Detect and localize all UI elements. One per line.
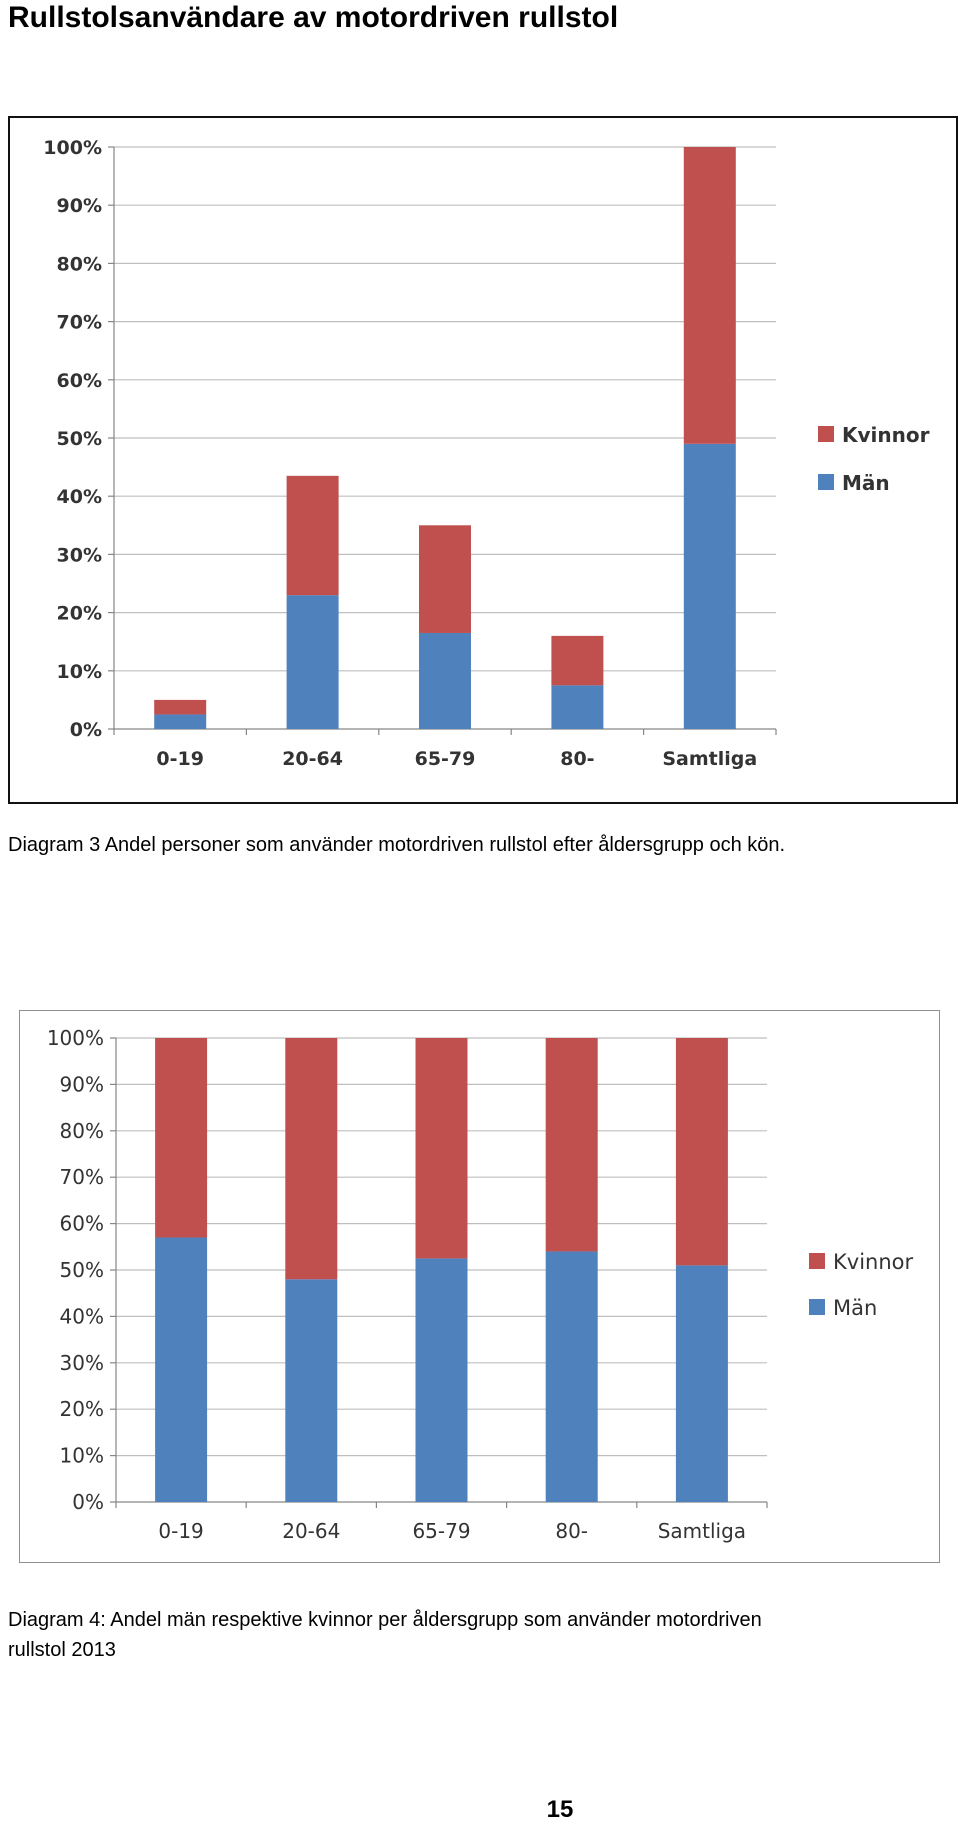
page-number: 15: [546, 1796, 574, 1823]
y-tick-label: 90%: [60, 1072, 104, 1096]
x-category-label: 20-64: [282, 748, 343, 770]
legend-swatch: [818, 474, 834, 490]
legend-swatch: [809, 1299, 825, 1315]
bar-women-80-c2: [545, 1038, 598, 1252]
bar-man-019-c2: [155, 1237, 208, 1502]
bar-man-2064-c2: [285, 1279, 338, 1502]
bar-women-019-c1: [154, 699, 207, 715]
y-tick-label: 10%: [57, 661, 102, 683]
bar-women-Samtliga-c1: [683, 147, 736, 444]
bar-man-80-c1: [551, 685, 604, 729]
bar-women-6579-c1: [419, 525, 471, 633]
y-tick-label: 50%: [57, 428, 102, 450]
x-category-label: 65-79: [412, 1519, 470, 1543]
x-category-label: 65-79: [415, 748, 476, 770]
x-category-label: Samtliga: [662, 748, 757, 770]
y-tick-label: 20%: [57, 603, 102, 625]
chart-2-caption: Diagram 4: Andel män respektive kvinnor …: [8, 1609, 762, 1661]
y-tick-label: 40%: [57, 486, 102, 508]
y-tick-label: 0%: [70, 719, 102, 741]
bar-man-6579-c2: [415, 1258, 468, 1502]
y-tick-label: 60%: [60, 1212, 104, 1236]
y-tick-label: 60%: [57, 370, 102, 392]
bar-man-6579-c1: [419, 632, 471, 729]
bar-women-019-c2: [155, 1038, 208, 1238]
y-tick-label: 30%: [57, 544, 102, 566]
bar-women-6579-c2: [415, 1038, 468, 1259]
legend-swatch: [809, 1253, 825, 1269]
y-tick-label: 40%: [60, 1304, 104, 1328]
y-tick-label: 90%: [57, 195, 102, 217]
x-category-label: 80-: [560, 748, 594, 770]
legend-label: Män: [842, 471, 890, 495]
y-tick-label: 10%: [60, 1444, 104, 1468]
bar-women-2064-c1: [286, 475, 339, 596]
bar-man-80-c2: [545, 1251, 598, 1502]
bar-man-2064-c1: [286, 595, 339, 729]
bar-women-Samtliga-c2: [675, 1038, 728, 1266]
y-tick-label: 50%: [60, 1258, 104, 1282]
bar-man-Samtliga-c2: [675, 1265, 728, 1502]
chart-gender-share: 0% 10% 20% 30% 40% 50% 60% 70% 80% 90% 100% 0-19 20-…: [19, 1010, 940, 1563]
y-tick-label: 70%: [57, 312, 102, 334]
legend-label: Kvinnor: [842, 423, 930, 447]
chart-2-svg: 0% 10% 20% 30% 40% 50% 60% 70% 80% 90% 100% 0-19 20-…: [47, 1026, 914, 1543]
legend-label: Män: [833, 1296, 877, 1320]
y-tick-label: 100%: [47, 1026, 104, 1050]
bar-women-80-c1: [551, 635, 604, 686]
x-category-label: 0-19: [156, 748, 204, 770]
y-tick-label: 70%: [60, 1165, 104, 1189]
y-tick-label: 80%: [60, 1119, 104, 1143]
y-tick-label: 80%: [57, 253, 102, 275]
bar-women-2064-c2: [285, 1038, 338, 1280]
page-heading: Rullstolsanvändare av motordriven rullst…: [8, 1, 619, 34]
y-tick-label: 0%: [72, 1490, 104, 1514]
chart-1-caption: Diagram 3 Andel personer som använder mo…: [8, 834, 786, 856]
bar-man-Samtliga-c1: [683, 443, 736, 729]
chart-1-svg: 0% 10% 20% 30% 40% 50% 60% 70% 80% 90% 100% 0-19 20-…: [43, 137, 930, 770]
chart-age-group-share: 0% 10% 20% 30% 40% 50% 60% 70% 80% 90% 100% 0-19 20-…: [8, 116, 958, 804]
x-category-label: Samtliga: [658, 1519, 746, 1543]
y-tick-label: 20%: [60, 1397, 104, 1421]
legend-swatch: [818, 426, 834, 442]
x-category-label: 20-64: [282, 1519, 340, 1543]
y-tick-label: 100%: [43, 137, 102, 159]
y-tick-label: 30%: [60, 1351, 104, 1375]
legend-label: Kvinnor: [833, 1250, 914, 1274]
bar-man-019-c1: [154, 714, 207, 729]
x-category-label: 0-19: [158, 1519, 203, 1543]
x-category-label: 80-: [555, 1519, 588, 1543]
